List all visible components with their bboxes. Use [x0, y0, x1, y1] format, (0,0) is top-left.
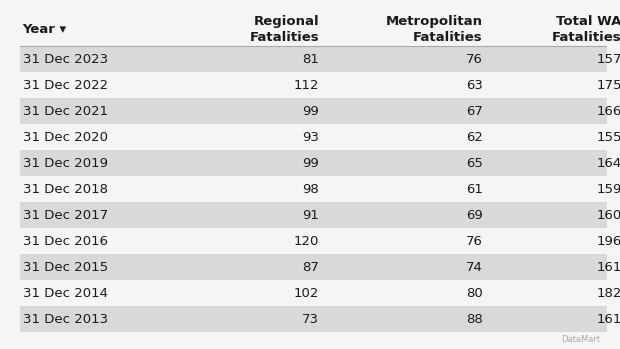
Text: 161: 161 [596, 313, 620, 326]
Bar [20, 98, 620, 124]
Text: 73: 73 [302, 313, 319, 326]
Text: 31 Dec 2022: 31 Dec 2022 [22, 79, 108, 92]
Text: 196: 196 [596, 235, 620, 248]
Text: DataMart: DataMart [562, 335, 601, 344]
Bar [20, 254, 620, 280]
Text: 161: 161 [596, 261, 620, 274]
Bar [20, 306, 620, 332]
Text: 63: 63 [466, 79, 482, 92]
Text: 62: 62 [466, 131, 482, 144]
Text: 155: 155 [596, 131, 620, 144]
Text: 102: 102 [294, 287, 319, 299]
Text: 67: 67 [466, 105, 482, 118]
Text: 31 Dec 2014: 31 Dec 2014 [22, 287, 108, 299]
Bar [20, 150, 620, 176]
Text: 69: 69 [466, 209, 482, 222]
Text: 182: 182 [596, 287, 620, 299]
Text: 61: 61 [466, 183, 482, 196]
Text: 91: 91 [302, 209, 319, 222]
Text: 31 Dec 2020: 31 Dec 2020 [22, 131, 108, 144]
Text: 99: 99 [303, 105, 319, 118]
Text: 31 Dec 2019: 31 Dec 2019 [22, 157, 108, 170]
Text: 31 Dec 2018: 31 Dec 2018 [22, 183, 108, 196]
Text: 31 Dec 2013: 31 Dec 2013 [22, 313, 108, 326]
Text: 120: 120 [294, 235, 319, 248]
Text: 31 Dec 2015: 31 Dec 2015 [22, 261, 108, 274]
Text: 98: 98 [303, 183, 319, 196]
Text: 93: 93 [302, 131, 319, 144]
Text: 76: 76 [466, 53, 482, 66]
Text: 164: 164 [596, 157, 620, 170]
Text: Total WA
Fatalities: Total WA Fatalities [552, 15, 620, 44]
Text: 80: 80 [466, 287, 482, 299]
Text: 76: 76 [466, 235, 482, 248]
Text: Year ▾: Year ▾ [22, 23, 67, 36]
Text: 157: 157 [596, 53, 620, 66]
Text: 112: 112 [294, 79, 319, 92]
Text: 88: 88 [466, 313, 482, 326]
Text: 159: 159 [596, 183, 620, 196]
Text: 31 Dec 2016: 31 Dec 2016 [22, 235, 108, 248]
Text: 31 Dec 2017: 31 Dec 2017 [22, 209, 108, 222]
Text: Metropolitan
Fatalities: Metropolitan Fatalities [386, 15, 482, 44]
Text: 65: 65 [466, 157, 482, 170]
Text: 81: 81 [302, 53, 319, 66]
Text: Regional
Fatalities: Regional Fatalities [249, 15, 319, 44]
Text: 166: 166 [596, 105, 620, 118]
Text: 87: 87 [302, 261, 319, 274]
Text: 74: 74 [466, 261, 482, 274]
Text: 31 Dec 2023: 31 Dec 2023 [22, 53, 108, 66]
Bar [20, 46, 620, 72]
Text: 99: 99 [303, 157, 319, 170]
Text: 160: 160 [596, 209, 620, 222]
Text: 175: 175 [596, 79, 620, 92]
Text: 31 Dec 2021: 31 Dec 2021 [22, 105, 108, 118]
Bar [20, 202, 620, 228]
